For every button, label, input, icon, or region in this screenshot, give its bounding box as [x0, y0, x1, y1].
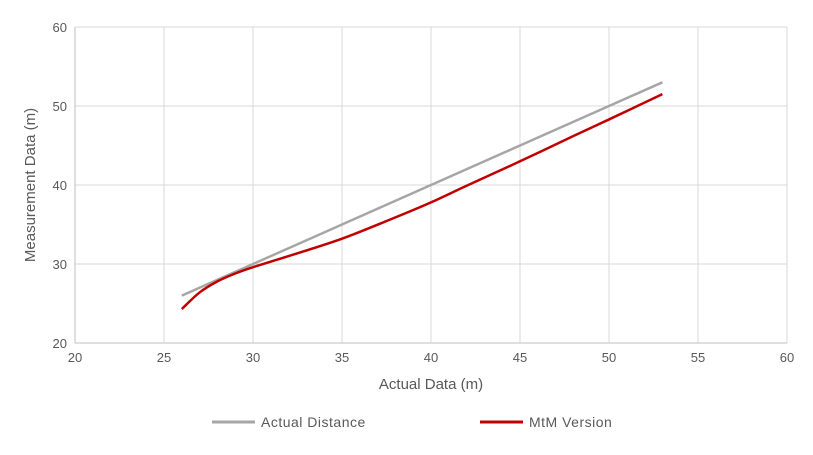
legend: Actual Distance MtM Version: [212, 414, 612, 430]
y-tick-label: 40: [53, 178, 67, 193]
legend-label-actual-distance: Actual Distance: [261, 414, 366, 430]
x-tick-label: 60: [780, 350, 794, 365]
tick-labels: 20 25 30 35 40 45 50 55 60 20 30 40 50 60: [53, 20, 795, 365]
y-axis-title: Measurement Data (m): [22, 108, 39, 262]
series-line-actual-distance: [181, 81, 663, 297]
x-tick-label: 50: [602, 350, 616, 365]
x-tick-label: 25: [157, 350, 171, 365]
legend-label-mtm-version: MtM Version: [529, 414, 612, 430]
x-tick-label: 45: [513, 350, 527, 365]
axes: [74, 27, 787, 344]
x-tick-label: 55: [691, 350, 705, 365]
y-tick-label: 60: [53, 20, 67, 35]
x-tick-label: 40: [424, 350, 438, 365]
series-lines: [180, 81, 663, 310]
y-tick-label: 20: [53, 336, 67, 351]
x-tick-label: 20: [68, 350, 82, 365]
x-axis-title: Actual Data (m): [379, 376, 483, 393]
y-tick-label: 30: [53, 257, 67, 272]
x-tick-label: 35: [335, 350, 349, 365]
series-line-mtm-version: [180, 93, 663, 310]
x-tick-label: 30: [246, 350, 260, 365]
y-tick-label: 50: [53, 99, 67, 114]
